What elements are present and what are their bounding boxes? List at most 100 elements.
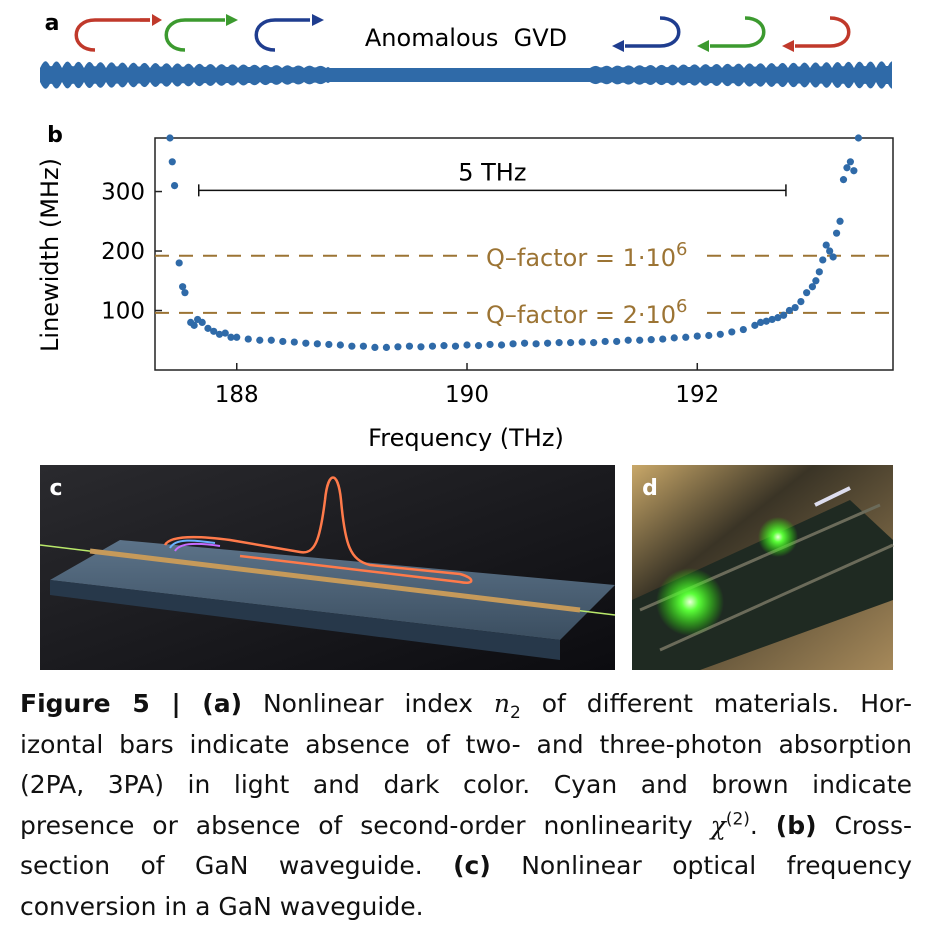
data-point: [215, 330, 224, 338]
x-tick-label: 188: [215, 382, 259, 408]
arrow-head: [312, 14, 324, 26]
arrow: [625, 16, 681, 48]
caption-text: (c): [453, 851, 491, 880]
y-tick-label: 100: [101, 299, 145, 325]
arrow: [254, 18, 310, 52]
data-point: [336, 341, 344, 349]
arrow-head: [226, 14, 238, 26]
math: n: [493, 689, 510, 718]
green-glow: [656, 568, 724, 636]
data-point: [762, 317, 770, 325]
data-point: [417, 343, 425, 351]
math: χ: [710, 810, 726, 840]
data-point: [836, 217, 844, 225]
data-point: [233, 333, 241, 341]
data-point: [221, 329, 229, 337]
caption-text: (2PA, 3PA) in light and dark color. Cyan…: [20, 770, 912, 799]
data-point: [780, 311, 788, 319]
data-point: [325, 340, 333, 349]
data-point: [394, 343, 402, 351]
data-point: [739, 325, 747, 334]
data-point: [348, 342, 356, 350]
spectrum: [174, 542, 221, 552]
arrow: [74, 18, 150, 52]
data-point: [785, 306, 793, 315]
spectrum: [169, 539, 216, 549]
data-point: [509, 340, 517, 348]
data-point: [815, 268, 823, 276]
q-factor-exponent: 6: [676, 296, 687, 317]
caption-text: Nonlinear index: [242, 689, 494, 718]
data-point: [290, 338, 298, 346]
panel-c-image: [39, 465, 616, 670]
data-point: [486, 340, 494, 349]
data-point: [227, 333, 235, 341]
data-point: [613, 337, 621, 346]
data-point: [756, 318, 765, 327]
data-point: [647, 336, 655, 344]
data-point: [850, 167, 858, 175]
arrow-head: [697, 40, 709, 52]
data-point: [170, 181, 179, 190]
caption: Figure 5 | (a) Nonlinear index n2 of dif…: [20, 684, 912, 927]
data-point: [313, 340, 321, 348]
data-point: [843, 164, 851, 172]
data-point: [204, 324, 212, 332]
caption-text: Figure 5 | (a): [20, 689, 243, 718]
data-point: [854, 134, 863, 142]
data-point: [774, 314, 782, 322]
panel-d-image: [632, 465, 894, 670]
data-point: [382, 343, 391, 351]
q-factor-label: Q–factor = 1·106: [486, 239, 687, 272]
data-point: [826, 247, 834, 255]
data-point: [190, 321, 198, 329]
caption-text: Cross-: [816, 810, 912, 840]
panel-label: d: [642, 476, 658, 501]
data-point: [210, 327, 218, 335]
panel-label: a: [45, 11, 60, 36]
data-point: [555, 339, 563, 347]
data-point: [544, 339, 552, 347]
data-point: [267, 336, 275, 344]
data-point: [601, 337, 609, 346]
data-point: [812, 277, 820, 285]
arrow: [164, 18, 225, 52]
data-point: [839, 176, 848, 184]
caption-text: (b): [775, 810, 817, 840]
caption-line: izontal bars indicate absence of two- an…: [20, 725, 912, 766]
y-tick-label: 300: [101, 180, 145, 206]
data-point: [808, 283, 817, 291]
arrow-head: [612, 40, 624, 52]
caption-line: conversion in a GaN waveguide.: [20, 887, 912, 928]
q-factor-exponent: 6: [676, 239, 687, 260]
label-background: [478, 235, 703, 274]
data-point: [371, 343, 379, 351]
data-point: [693, 332, 701, 340]
data-point: [822, 241, 830, 249]
data-point: [359, 342, 367, 350]
data-point: [532, 340, 540, 348]
x-tick-label: 190: [445, 382, 489, 408]
data-point: [440, 342, 448, 350]
waveguide-strip: [89, 548, 581, 613]
caption-text: conversion in a GaN waveguide.: [20, 891, 424, 921]
panel-label: b: [47, 123, 63, 148]
x-tick-label: 192: [675, 382, 719, 408]
figure: a Anomalous GVD c d b: [36, 11, 894, 670]
caption-text: section of GaN waveguide.: [20, 851, 454, 880]
data-point: [846, 158, 855, 166]
arrow-head: [782, 40, 794, 52]
q-factor-text: Q–factor = 1·10: [486, 244, 676, 272]
y-axis-label: Linewidth (MHz): [36, 158, 64, 352]
data-point: [590, 339, 598, 347]
data-point: [578, 338, 586, 346]
caption-line: Figure 5 | (a) Nonlinear index n2 of dif…: [20, 684, 912, 725]
data-point: [832, 229, 841, 237]
caption-line: section of GaN waveguide. (c) Nonlinear …: [20, 846, 912, 887]
data-point: [670, 334, 678, 342]
data-point: [829, 253, 837, 261]
data-point: [659, 335, 667, 343]
span-label: 5 THz: [458, 158, 526, 186]
fiber: [814, 486, 851, 507]
plot-frame: [154, 137, 894, 371]
